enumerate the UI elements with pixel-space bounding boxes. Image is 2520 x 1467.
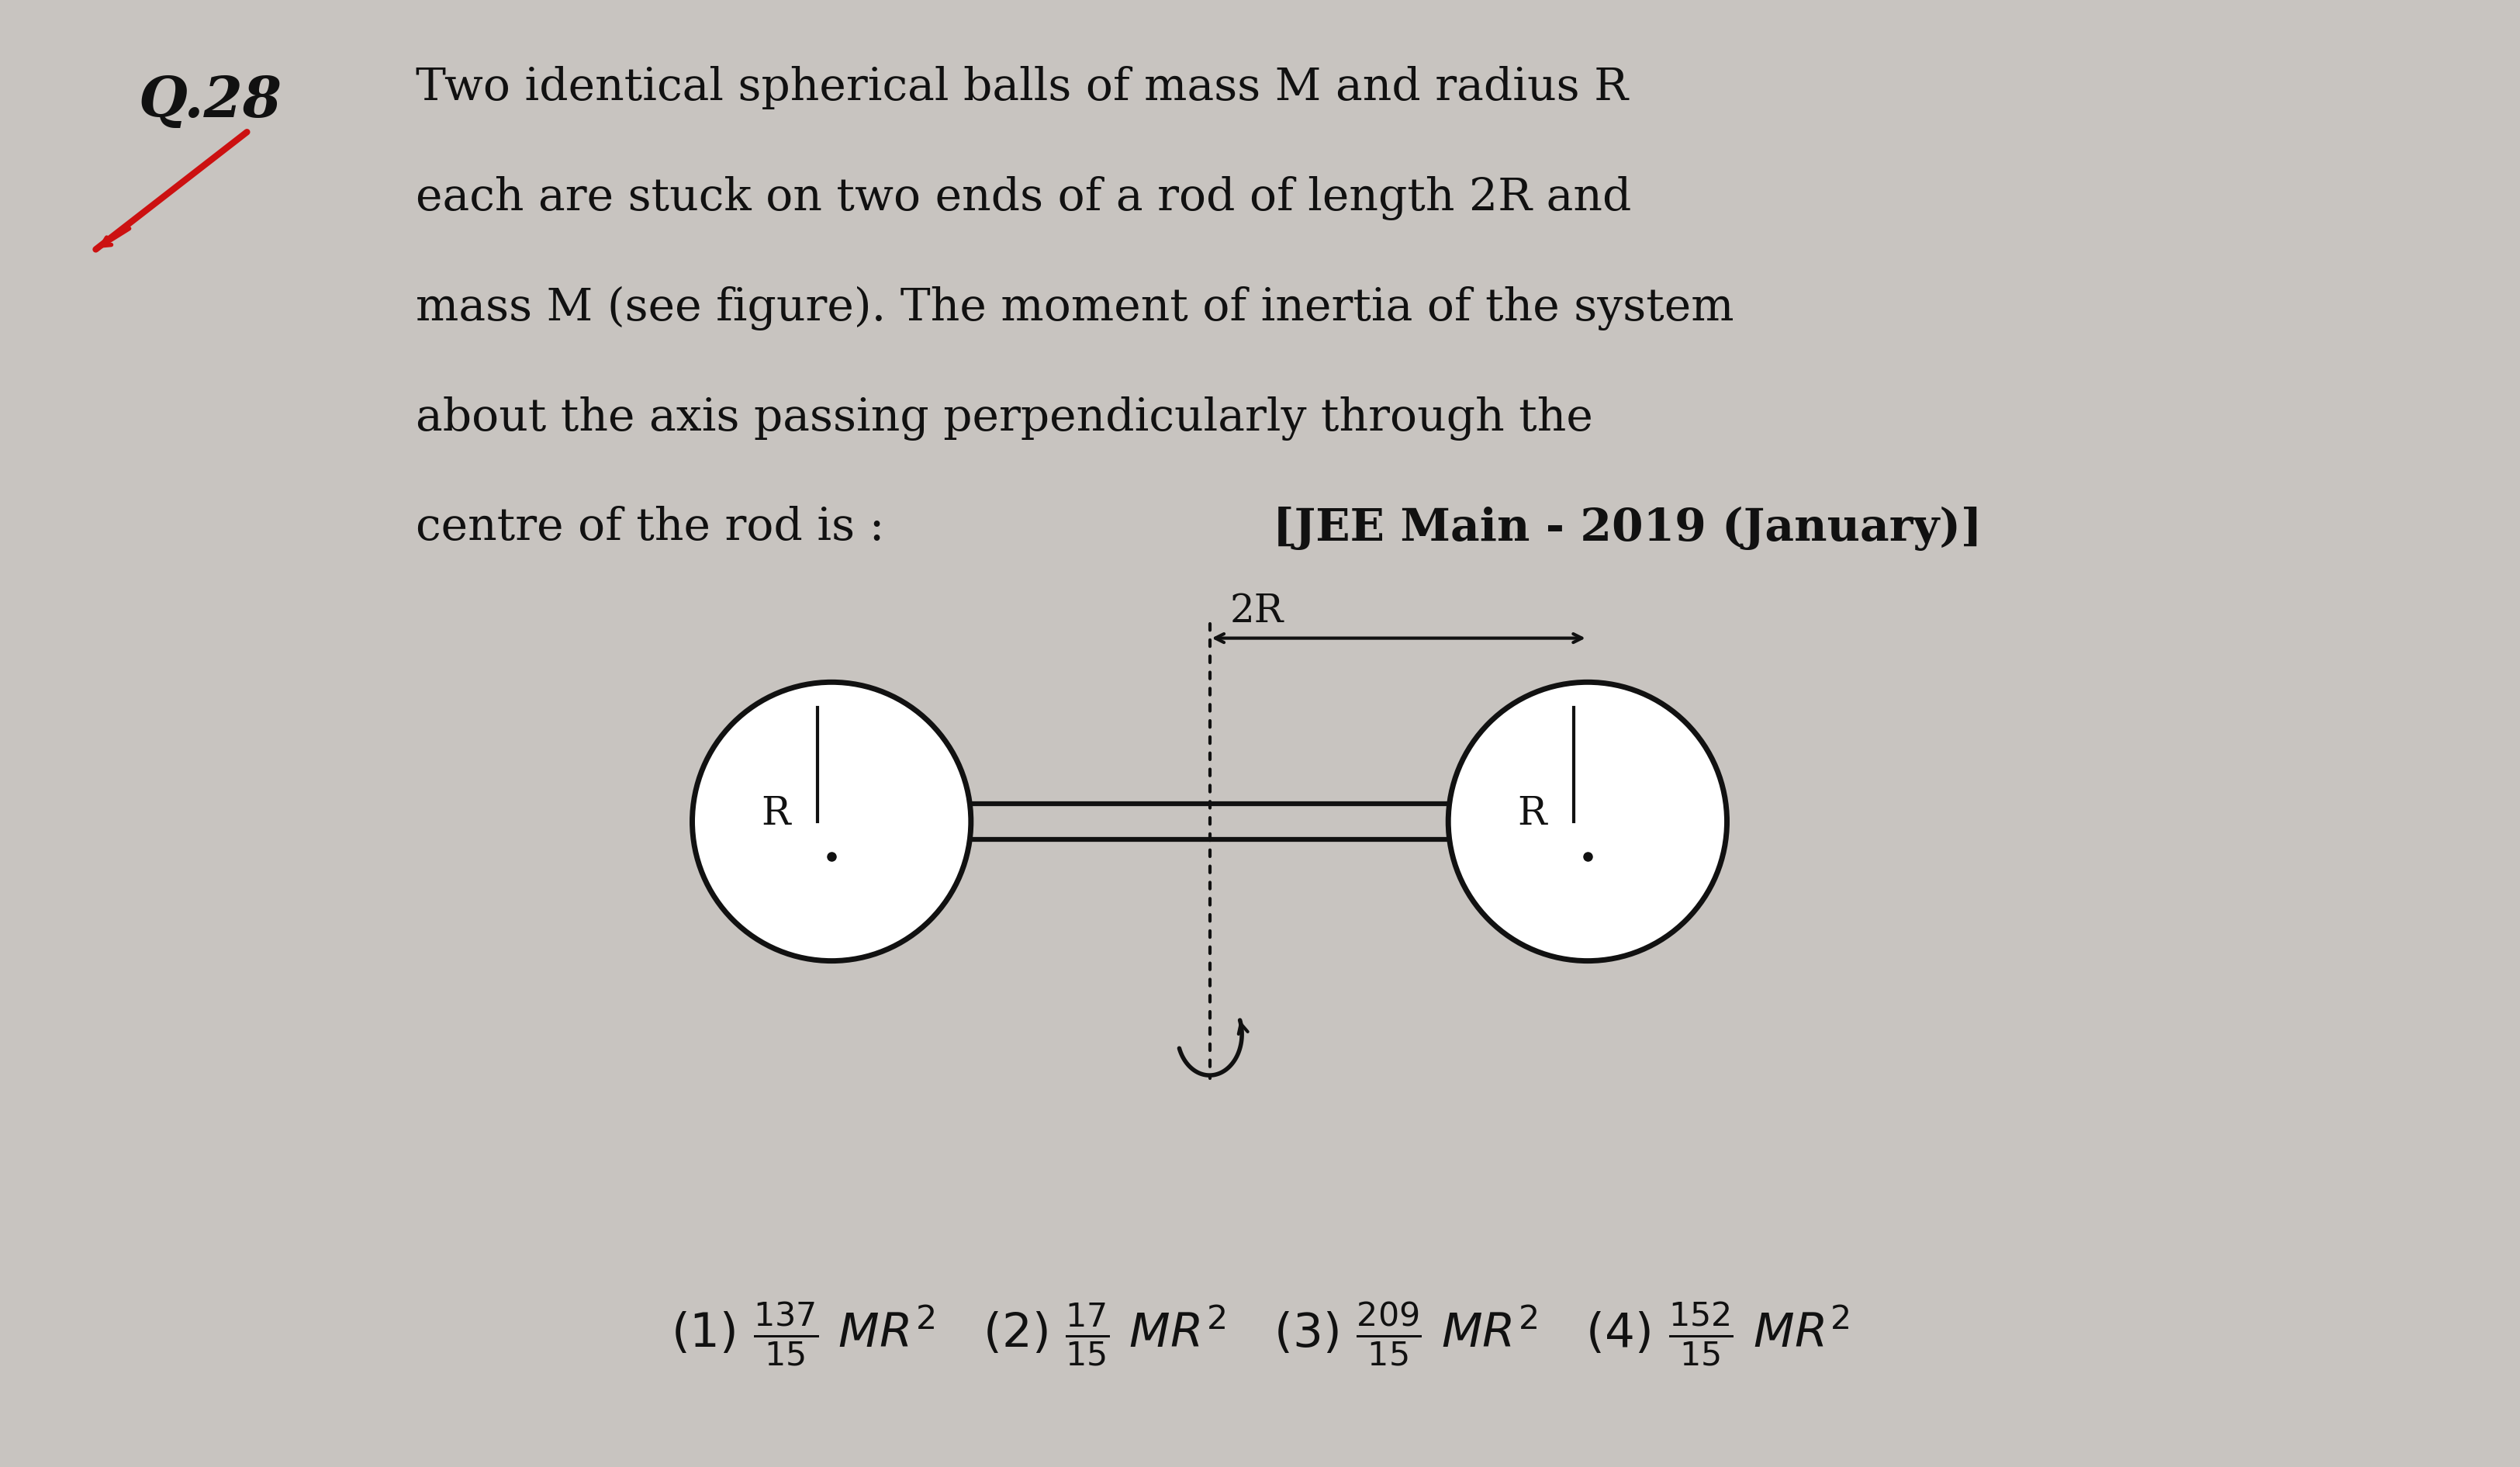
Ellipse shape [693, 682, 970, 961]
Text: R: R [761, 795, 791, 833]
Text: about the axis passing perpendicularly through the: about the axis passing perpendicularly t… [416, 396, 1593, 440]
Text: 2R: 2R [1230, 593, 1283, 631]
Text: mass M (see figure). The moment of inertia of the system: mass M (see figure). The moment of inert… [416, 286, 1734, 330]
Text: $(1)\ \frac{137}{15}\ MR^2$   $(2)\ \frac{17}{15}\ MR^2$   $(3)\ \frac{209}{15}\: $(1)\ \frac{137}{15}\ MR^2$ $(2)\ \frac{… [670, 1301, 1850, 1369]
Text: R: R [1517, 795, 1547, 833]
Text: centre of the rod is :: centre of the rod is : [416, 506, 885, 550]
Text: Two identical spherical balls of mass M and radius R: Two identical spherical balls of mass M … [416, 66, 1628, 110]
Ellipse shape [1449, 682, 1726, 961]
Text: [JEE Main - 2019 (January)]: [JEE Main - 2019 (January)] [1273, 506, 1981, 550]
Text: Q.28: Q.28 [139, 73, 282, 129]
Text: each are stuck on two ends of a rod of length 2R and: each are stuck on two ends of a rod of l… [416, 176, 1630, 220]
